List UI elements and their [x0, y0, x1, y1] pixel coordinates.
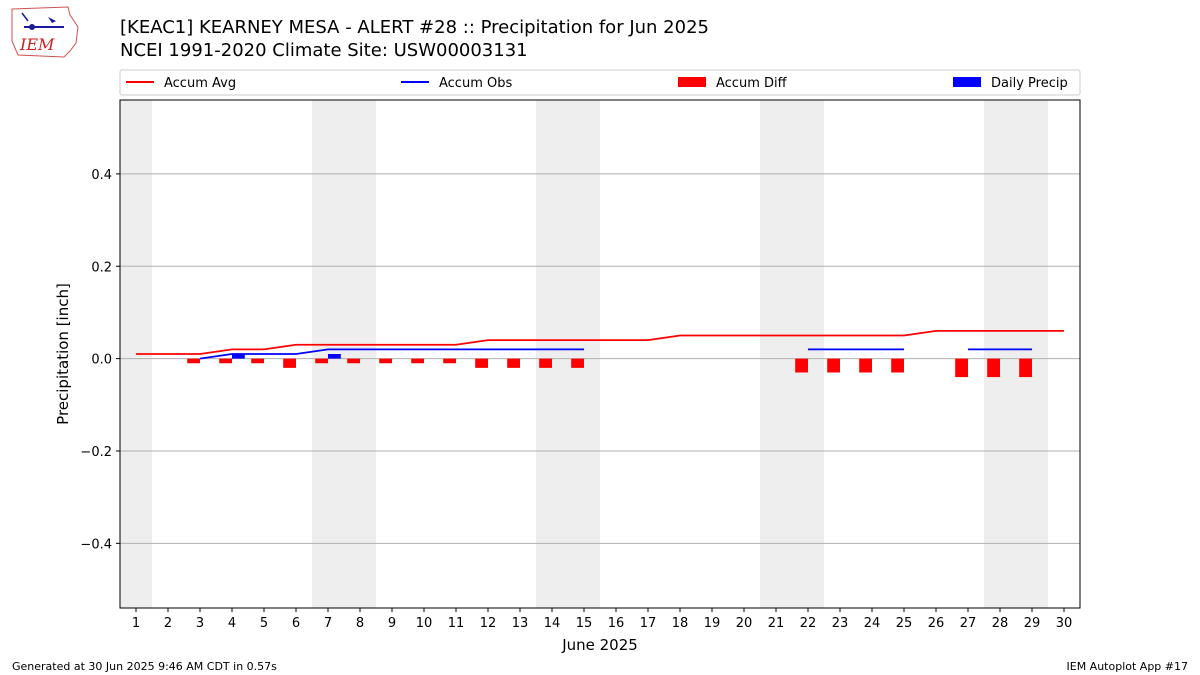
bars — [187, 354, 1032, 378]
xtick-label-20: 20 — [736, 616, 753, 631]
xtick-label-19: 19 — [704, 616, 721, 631]
xtick-label-11: 11 — [448, 616, 465, 631]
xtick-label-26: 26 — [928, 616, 945, 631]
xtick-label-5: 5 — [260, 616, 268, 631]
accum-diff-bar-23 — [827, 358, 840, 373]
xtick-label-13: 13 — [512, 616, 529, 631]
chart-subtitle: NCEI 1991-2020 Climate Site: USW00003131 — [120, 40, 528, 61]
generated-note: Generated at 30 Jun 2025 9:46 AM CDT in … — [12, 660, 277, 673]
xtick-label-2: 2 — [164, 616, 172, 631]
accum-diff-bar-15 — [571, 358, 584, 368]
weekend-band-8 — [344, 100, 376, 608]
legend-daily-precip-label: Daily Precip — [991, 76, 1068, 91]
xtick-label-9: 9 — [388, 616, 396, 631]
xtick-label-17: 17 — [640, 616, 657, 631]
accum-diff-bar-3 — [187, 358, 200, 364]
xtick-label-27: 27 — [960, 616, 977, 631]
ytick-label-0: −0.4 — [80, 537, 112, 552]
accum-diff-bar-12 — [475, 358, 488, 368]
legend-accum-avg-label: Accum Avg — [164, 76, 236, 91]
legend-box — [119, 69, 1081, 96]
plot-frame — [119, 99, 1081, 609]
ytick-label-3: 0.2 — [91, 260, 112, 275]
accum-diff-bar-8 — [347, 358, 360, 364]
accum-diff-bar-11 — [443, 358, 456, 364]
xtick-label-23: 23 — [832, 616, 849, 631]
x-axis-label: June 2025 — [561, 636, 638, 654]
accum-diff-bar-29 — [1019, 358, 1032, 378]
xtick-label-6: 6 — [292, 616, 300, 631]
xtick-label-10: 10 — [416, 616, 433, 631]
xtick-label-21: 21 — [768, 616, 785, 631]
accum-avg-line — [136, 330, 1064, 355]
weekend-band-22 — [792, 100, 824, 608]
legend-accum-diff-swatch — [678, 77, 706, 87]
y-ticks: −0.4 −0.2 0.0 0.2 0.4 — [80, 168, 120, 552]
xtick-label-18: 18 — [672, 616, 689, 631]
xtick-label-7: 7 — [324, 616, 332, 631]
accum-diff-bar-5 — [251, 358, 264, 364]
xtick-label-1: 1 — [132, 616, 140, 631]
accum-diff-bar-6 — [283, 358, 296, 368]
weekend-band-28 — [984, 100, 1016, 608]
xtick-label-3: 3 — [196, 616, 204, 631]
accum-diff-bar-13 — [507, 358, 520, 368]
legend-daily-precip: Daily Precip — [953, 76, 1068, 91]
lines — [136, 330, 1064, 360]
accum-diff-bar-14 — [539, 358, 552, 368]
ytick-label-4: 0.4 — [91, 168, 112, 183]
xtick-label-28: 28 — [992, 616, 1009, 631]
legend-accum-diff: Accum Diff — [678, 76, 788, 91]
legend-accum-avg: Accum Avg — [126, 76, 236, 91]
legend-accum-obs-label: Accum Obs — [439, 76, 512, 91]
xtick-label-14: 14 — [544, 616, 561, 631]
legend: Accum Avg Accum Obs Accum Diff Daily Precip — [119, 69, 1081, 96]
accum-diff-bar-24 — [859, 358, 872, 373]
legend-accum-obs: Accum Obs — [401, 76, 512, 91]
xtick-label-4: 4 — [228, 616, 236, 631]
legend-daily-precip-swatch — [953, 77, 981, 87]
xtick-label-15: 15 — [576, 616, 593, 631]
x-ticks: 1 2 3 4 5 6 7 8 9 10 11 12 13 14 15 16 17 18 19 20 21 22 23 24 2… — [132, 608, 1072, 631]
weekend-band-14 — [536, 100, 568, 608]
accum-diff-bar-10 — [411, 358, 424, 364]
chart-title: [KEAC1] KEARNEY MESA - ALERT #28 :: Prec… — [120, 17, 709, 38]
iem-logo-text: IEM — [19, 35, 55, 54]
accum-obs-line-segment-0 — [199, 348, 584, 360]
accum-diff-bar-28 — [987, 358, 1000, 378]
xtick-label-30: 30 — [1056, 616, 1073, 631]
ytick-label-1: −0.2 — [80, 445, 112, 460]
accum-diff-bar-25 — [891, 358, 904, 373]
daily-precip-bar-4 — [232, 354, 245, 359]
legend-accum-diff-label: Accum Diff — [716, 76, 788, 91]
grid-lines — [120, 173, 1080, 544]
weekend-band-21 — [760, 100, 792, 608]
accum-diff-bar-27 — [955, 358, 968, 378]
y-axis-label: Precipitation [inch] — [54, 283, 72, 425]
ytick-label-2: 0.0 — [91, 353, 112, 368]
xtick-label-8: 8 — [356, 616, 364, 631]
app-credit: IEM Autoplot App #17 — [1066, 660, 1189, 673]
xtick-label-29: 29 — [1024, 616, 1041, 631]
weekend-band-29 — [1016, 100, 1048, 608]
iem-logo: IEM — [8, 5, 82, 63]
accum-diff-bar-4 — [219, 358, 232, 364]
accum-diff-bar-7 — [315, 358, 328, 364]
weekend-band-15 — [568, 100, 600, 608]
xtick-label-24: 24 — [864, 616, 881, 631]
xtick-label-16: 16 — [608, 616, 625, 631]
xtick-label-12: 12 — [480, 616, 497, 631]
xtick-label-25: 25 — [896, 616, 913, 631]
accum-diff-bar-9 — [379, 358, 392, 364]
xtick-label-22: 22 — [800, 616, 817, 631]
daily-precip-bar-7 — [328, 354, 341, 359]
accum-diff-bar-22 — [795, 358, 808, 373]
